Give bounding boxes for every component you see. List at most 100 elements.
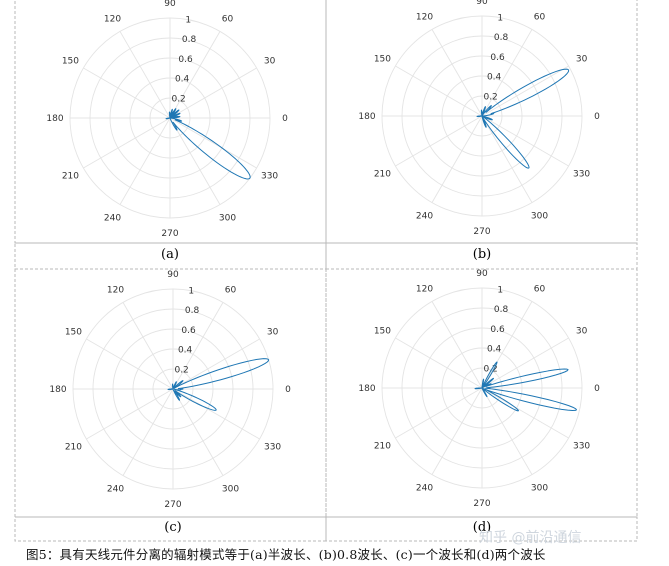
angle-tick-label: 30 bbox=[576, 327, 588, 337]
grid-ray-d-240 bbox=[431, 387, 483, 475]
grid-ray-b-60 bbox=[481, 29, 533, 117]
grid-ray-c-150 bbox=[86, 338, 174, 390]
radiation-pattern-b-0 bbox=[476, 68, 570, 169]
angle-tick-label: 330 bbox=[261, 172, 278, 182]
angle-tick-label: 330 bbox=[573, 442, 590, 452]
grid-ray-b-30 bbox=[481, 65, 569, 117]
angle-tick-label: 210 bbox=[374, 170, 391, 180]
angle-tick-label: 30 bbox=[576, 55, 588, 65]
panel-label-d: (d) bbox=[473, 520, 491, 535]
angle-tick-label: 300 bbox=[219, 214, 236, 224]
grid-ray-b-210 bbox=[395, 115, 483, 167]
grid-ray-a-150 bbox=[83, 67, 171, 119]
radial-tick-label: 0.4 bbox=[487, 345, 502, 355]
angle-tick-label: 120 bbox=[104, 14, 121, 24]
panel-label-c: (c) bbox=[164, 520, 181, 535]
radial-tick-label: 1 bbox=[185, 16, 191, 26]
radial-tick-label: 1 bbox=[188, 287, 194, 297]
grid-ray-d-150 bbox=[395, 337, 483, 389]
grid-ray-b-300 bbox=[481, 115, 533, 203]
panel-label-a: (a) bbox=[161, 247, 179, 262]
radial-tick-label: 0.8 bbox=[182, 35, 197, 45]
angle-tick-label: 90 bbox=[476, 269, 488, 279]
polar-chart-d: 0 30 60 90 120 150 180 210 240 270 300 330 0.2 0.4 0.6… bbox=[358, 269, 600, 509]
panel-label-b: (b) bbox=[473, 247, 491, 262]
angle-tick-label: 240 bbox=[107, 485, 124, 495]
radial-tick-label: 0.6 bbox=[178, 55, 193, 65]
panel-frame-label-d bbox=[325, 516, 638, 542]
angle-tick-label: 210 bbox=[65, 443, 82, 453]
angle-tick-label: 60 bbox=[222, 14, 234, 24]
polar-chart-c: 0 30 60 90 120 150 180 210 240 270 300 330 0.2 0.4 0.6… bbox=[49, 270, 291, 510]
angle-tick-label: 270 bbox=[161, 229, 178, 239]
radial-tick-label: 0.6 bbox=[181, 326, 196, 336]
angle-tick-label: 120 bbox=[107, 285, 124, 295]
grid-ray-c-30 bbox=[172, 338, 260, 390]
angle-tick-label: 240 bbox=[416, 212, 433, 222]
angle-tick-label: 180 bbox=[358, 112, 375, 122]
radial-tick-label: 0.8 bbox=[494, 305, 509, 315]
angle-tick-label: 150 bbox=[65, 328, 82, 338]
grid-ray-c-60 bbox=[172, 302, 224, 390]
panel-frame-c bbox=[14, 268, 327, 518]
radiation-pattern-c-0 bbox=[167, 358, 270, 411]
radial-tick-label: 0.2 bbox=[483, 364, 497, 374]
angle-tick-label: 90 bbox=[167, 270, 179, 280]
angle-tick-label: 30 bbox=[264, 57, 276, 67]
grid-ray-c-240 bbox=[122, 388, 174, 476]
angle-tick-label: 150 bbox=[374, 55, 391, 65]
angle-tick-label: 0 bbox=[282, 114, 288, 124]
angle-tick-label: 300 bbox=[531, 212, 548, 222]
grid-ray-d-60 bbox=[481, 301, 533, 389]
angle-tick-label: 330 bbox=[264, 443, 281, 453]
angle-tick-label: 0 bbox=[594, 112, 600, 122]
angle-tick-label: 150 bbox=[62, 57, 79, 67]
radial-tick-label: 0.4 bbox=[178, 346, 193, 356]
angle-tick-label: 330 bbox=[573, 170, 590, 180]
angle-tick-label: 300 bbox=[531, 484, 548, 494]
angle-tick-label: 270 bbox=[473, 499, 490, 509]
angle-tick-label: 240 bbox=[104, 214, 121, 224]
angle-tick-label: 180 bbox=[49, 385, 66, 395]
radiation-pattern-a-0 bbox=[165, 108, 251, 180]
angle-tick-label: 270 bbox=[164, 500, 181, 510]
grid-ray-a-60 bbox=[169, 31, 221, 119]
radial-tick-label: 0.6 bbox=[490, 53, 505, 63]
grid-ray-c-330 bbox=[172, 388, 260, 440]
angle-tick-label: 90 bbox=[476, 0, 488, 7]
grid-ray-a-30 bbox=[169, 67, 257, 119]
angle-tick-label: 210 bbox=[62, 172, 79, 182]
angle-tick-label: 60 bbox=[225, 285, 237, 295]
grid-ray-d-300 bbox=[481, 387, 533, 475]
grid-ray-a-300 bbox=[169, 117, 221, 205]
angle-tick-label: 120 bbox=[416, 284, 433, 294]
angle-tick-label: 300 bbox=[222, 485, 239, 495]
grid-ray-b-120 bbox=[431, 29, 483, 117]
angle-tick-label: 120 bbox=[416, 12, 433, 22]
grid-ray-d-330 bbox=[481, 387, 569, 439]
angle-tick-label: 240 bbox=[416, 484, 433, 494]
grid-ray-c-210 bbox=[86, 388, 174, 440]
angle-tick-label: 30 bbox=[267, 328, 279, 338]
angle-tick-label: 150 bbox=[374, 327, 391, 337]
angle-tick-label: 60 bbox=[534, 12, 546, 22]
angle-tick-label: 180 bbox=[358, 384, 375, 394]
grid-ray-d-120 bbox=[431, 301, 483, 389]
grid-ray-c-300 bbox=[172, 388, 224, 476]
grid-ray-b-330 bbox=[481, 115, 569, 167]
polar-chart-b: 0 30 60 90 120 150 180 210 240 270 300 330 0.2 0.4 0.6… bbox=[358, 0, 600, 237]
grid-ray-c-120 bbox=[122, 302, 174, 390]
grid-ray-b-240 bbox=[431, 115, 483, 203]
grid-ray-d-210 bbox=[395, 387, 483, 439]
radial-tick-label: 0.2 bbox=[174, 365, 188, 375]
radial-tick-label: 1 bbox=[497, 286, 503, 296]
grid-ray-b-150 bbox=[395, 65, 483, 117]
polar-chart-a: 0 30 60 90 120 150 180 210 240 270 300 330 0.2 0.4 0.6… bbox=[46, 0, 288, 239]
angle-tick-label: 0 bbox=[594, 384, 600, 394]
radial-tick-label: 0.4 bbox=[487, 73, 502, 83]
grid-ray-d-30 bbox=[481, 337, 569, 389]
radial-tick-label: 0.2 bbox=[483, 92, 497, 102]
radial-tick-label: 0.6 bbox=[490, 325, 505, 335]
angle-tick-label: 210 bbox=[374, 442, 391, 452]
